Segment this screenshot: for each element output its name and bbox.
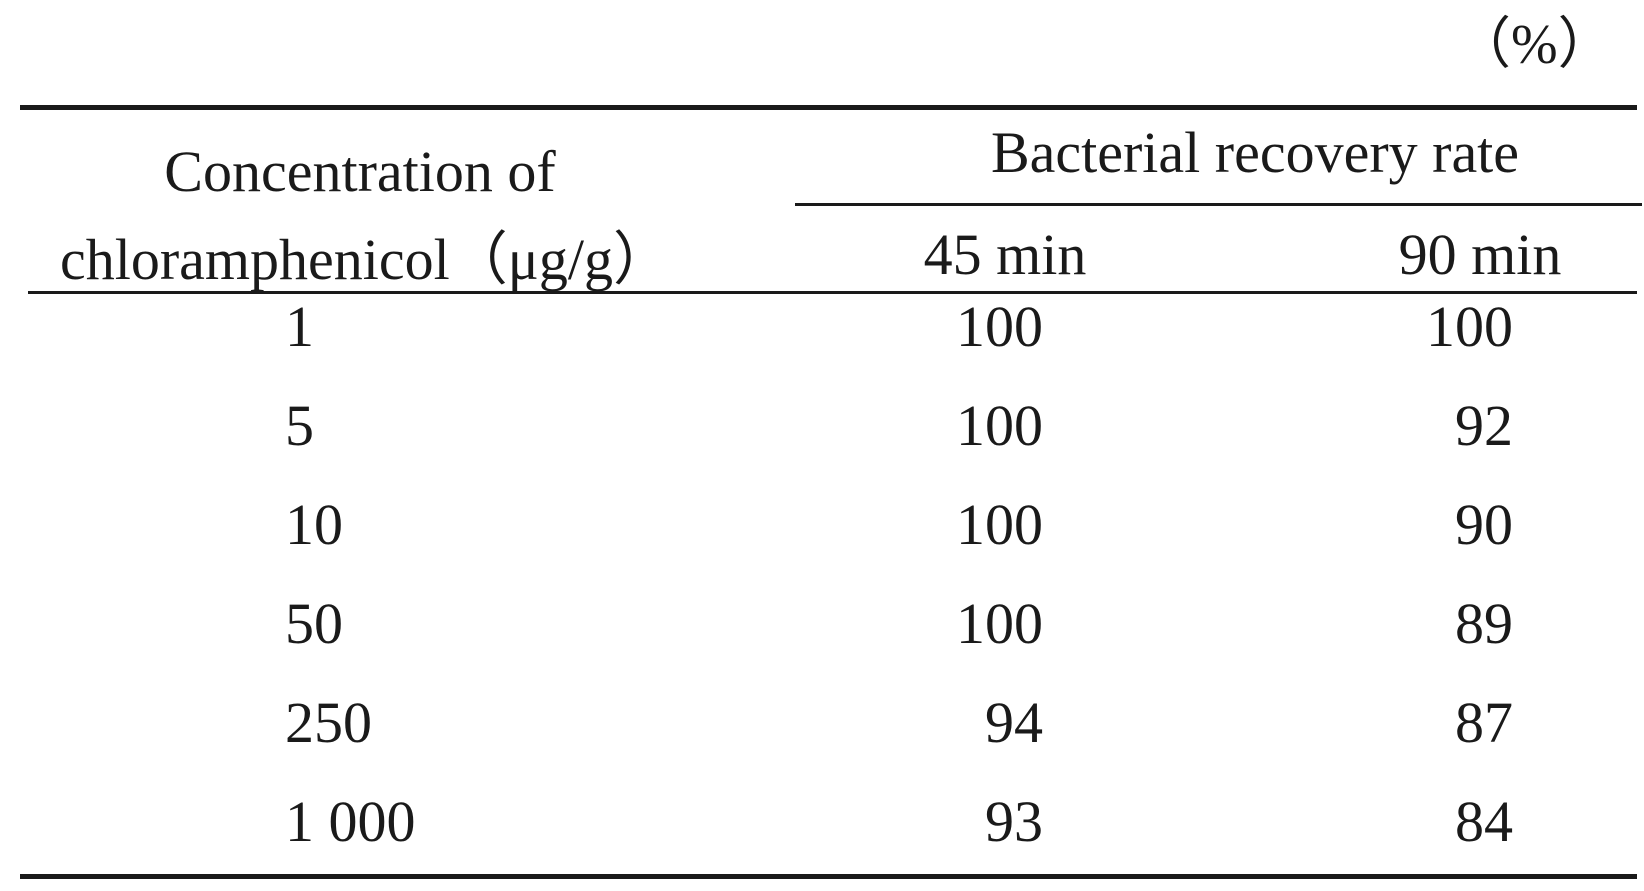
header-recovery-rate: Bacterial recovery rate xyxy=(990,120,1520,185)
header-col-90min: 90 min xyxy=(1398,222,1562,287)
cell-concentration: 250 xyxy=(285,690,372,755)
table-bottom-rule xyxy=(20,874,1637,879)
table-row: 250 94 87 xyxy=(0,673,1644,772)
cell-45min: 100 xyxy=(956,492,1043,557)
cell-90min: 89 xyxy=(1455,591,1513,656)
cell-90min: 100 xyxy=(1426,294,1513,359)
cell-90min: 84 xyxy=(1455,789,1513,854)
cell-concentration: 5 xyxy=(285,393,314,458)
cell-45min: 100 xyxy=(956,393,1043,458)
table-head-rule xyxy=(28,291,1637,294)
cell-45min: 94 xyxy=(985,690,1043,755)
header-col-45min: 45 min xyxy=(923,222,1087,287)
header-concentration-line2: chloramphenicol（μg/g） xyxy=(60,227,671,292)
cell-concentration: 10 xyxy=(285,492,343,557)
cell-90min: 92 xyxy=(1455,393,1513,458)
cell-concentration: 1 000 xyxy=(285,789,416,854)
header-span-rule xyxy=(795,203,1642,206)
table-row: 1 100 100 xyxy=(0,277,1644,376)
cell-90min: 90 xyxy=(1455,492,1513,557)
unit-note: （%） xyxy=(1455,14,1614,76)
cell-45min: 93 xyxy=(985,789,1043,854)
cell-concentration: 1 xyxy=(285,294,314,359)
cell-90min: 87 xyxy=(1455,690,1513,755)
table-row: 1 000 93 84 xyxy=(0,772,1644,871)
cell-45min: 100 xyxy=(956,294,1043,359)
table-top-rule xyxy=(20,105,1637,110)
header-concentration-line1: Concentration of xyxy=(164,139,556,204)
header-concentration: Concentration of chloramphenicol（μg/g） xyxy=(60,128,671,304)
table-row: 50 100 89 xyxy=(0,574,1644,673)
cell-45min: 100 xyxy=(956,591,1043,656)
cell-concentration: 50 xyxy=(285,591,343,656)
table-row: 5 100 92 xyxy=(0,376,1644,475)
table-row: 10 100 90 xyxy=(0,475,1644,574)
